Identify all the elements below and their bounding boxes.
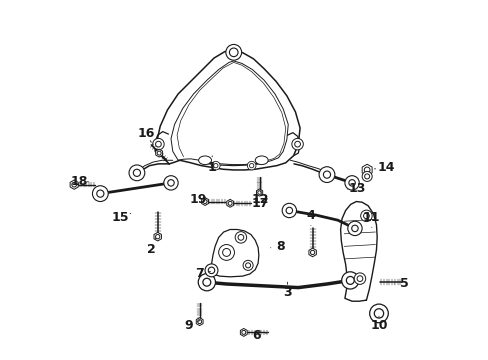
Circle shape (198, 274, 215, 291)
Polygon shape (256, 189, 262, 196)
Circle shape (208, 267, 214, 274)
Text: 15: 15 (112, 211, 129, 224)
Circle shape (323, 171, 330, 178)
Circle shape (157, 151, 161, 155)
Text: 7: 7 (195, 267, 203, 280)
Circle shape (197, 320, 201, 324)
Circle shape (363, 213, 368, 219)
Circle shape (282, 203, 296, 218)
Text: 9: 9 (184, 319, 193, 332)
Circle shape (245, 263, 250, 268)
Circle shape (235, 231, 246, 243)
Circle shape (222, 248, 230, 256)
Text: 3: 3 (283, 287, 291, 300)
Circle shape (155, 141, 161, 147)
Circle shape (163, 176, 178, 190)
Circle shape (241, 330, 245, 334)
Circle shape (373, 309, 383, 318)
Circle shape (257, 191, 261, 194)
Text: 19: 19 (189, 193, 206, 206)
Polygon shape (154, 232, 161, 241)
Text: 14: 14 (377, 161, 394, 174)
Text: 2: 2 (146, 243, 155, 256)
Text: 16: 16 (137, 127, 154, 140)
Circle shape (341, 272, 358, 289)
Circle shape (155, 234, 160, 239)
Circle shape (229, 48, 238, 57)
Text: 12: 12 (251, 193, 269, 206)
Circle shape (247, 161, 255, 170)
Text: 13: 13 (348, 183, 366, 195)
Polygon shape (155, 149, 162, 157)
Polygon shape (240, 328, 247, 336)
Circle shape (360, 210, 371, 222)
Polygon shape (70, 180, 78, 189)
Circle shape (364, 167, 369, 173)
Text: 11: 11 (362, 211, 380, 224)
Circle shape (243, 260, 253, 270)
Polygon shape (201, 198, 208, 206)
Circle shape (351, 225, 357, 231)
Polygon shape (196, 318, 203, 325)
Circle shape (348, 180, 355, 186)
Circle shape (167, 180, 174, 186)
Circle shape (353, 273, 365, 284)
Text: 18: 18 (71, 175, 88, 188)
Circle shape (347, 221, 362, 235)
Circle shape (204, 264, 218, 277)
Text: 17: 17 (251, 197, 269, 210)
Circle shape (211, 161, 220, 170)
Text: 5: 5 (399, 278, 407, 291)
Polygon shape (308, 248, 316, 257)
Text: 10: 10 (369, 319, 387, 332)
Circle shape (133, 169, 140, 176)
Circle shape (310, 250, 314, 255)
Circle shape (294, 141, 300, 147)
Text: 1: 1 (207, 161, 216, 174)
Circle shape (218, 244, 234, 260)
Circle shape (362, 171, 371, 181)
Circle shape (213, 163, 218, 168)
Text: 6: 6 (252, 329, 261, 342)
Circle shape (203, 199, 206, 203)
Circle shape (369, 304, 387, 323)
Circle shape (346, 276, 353, 284)
Circle shape (291, 138, 303, 150)
Circle shape (319, 167, 334, 183)
Text: 4: 4 (306, 210, 315, 222)
Polygon shape (362, 164, 371, 176)
Circle shape (228, 201, 232, 205)
Circle shape (92, 186, 108, 202)
Circle shape (285, 207, 292, 214)
Circle shape (344, 176, 359, 190)
Circle shape (129, 165, 144, 181)
Circle shape (356, 276, 362, 282)
Ellipse shape (255, 156, 267, 165)
Circle shape (203, 278, 210, 286)
Circle shape (238, 234, 244, 240)
Circle shape (152, 138, 164, 150)
Polygon shape (226, 199, 233, 207)
Circle shape (364, 174, 369, 179)
Circle shape (225, 44, 241, 60)
Circle shape (97, 190, 104, 197)
Circle shape (249, 163, 253, 168)
Ellipse shape (198, 156, 211, 165)
Circle shape (72, 182, 76, 187)
Text: 8: 8 (276, 240, 284, 253)
